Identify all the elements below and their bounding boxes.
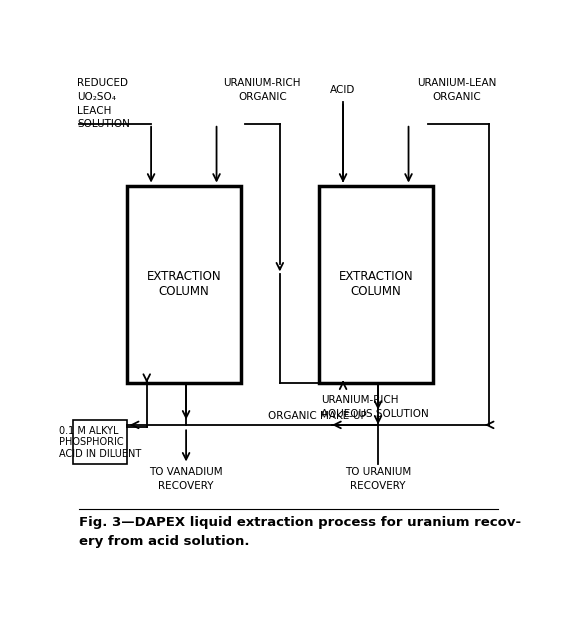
Text: EXTRACTION
COLUMN: EXTRACTION COLUMN xyxy=(338,271,413,298)
Text: RECOVERY: RECOVERY xyxy=(158,481,214,490)
Text: EXTRACTION
COLUMN: EXTRACTION COLUMN xyxy=(146,271,221,298)
Text: UO₂SO₄: UO₂SO₄ xyxy=(77,92,116,102)
Text: ORGANIC: ORGANIC xyxy=(238,92,287,102)
Text: REDUCED: REDUCED xyxy=(77,78,128,88)
Text: TO URANIUM: TO URANIUM xyxy=(345,467,411,477)
Text: URANIUM-LEAN: URANIUM-LEAN xyxy=(417,78,496,88)
Text: SOLUTION: SOLUTION xyxy=(77,119,130,129)
Polygon shape xyxy=(319,185,432,383)
Polygon shape xyxy=(127,185,240,383)
Text: URANIUM-RICH: URANIUM-RICH xyxy=(224,78,301,88)
Text: LEACH: LEACH xyxy=(77,106,111,115)
Text: RECOVERY: RECOVERY xyxy=(350,481,406,490)
Text: ery from acid solution.: ery from acid solution. xyxy=(79,535,249,548)
Text: TO VANADIUM: TO VANADIUM xyxy=(149,467,223,477)
Text: ORGANIC MAKE-UP: ORGANIC MAKE-UP xyxy=(267,411,367,421)
Text: ACID: ACID xyxy=(330,85,356,95)
Text: Fig. 3—DAPEX liquid extraction process for uranium recov-: Fig. 3—DAPEX liquid extraction process f… xyxy=(79,516,521,529)
Text: ORGANIC: ORGANIC xyxy=(432,92,481,102)
Text: 0.1 M ALKYL
PHOSPHORIC
ACID IN DILUENT: 0.1 M ALKYL PHOSPHORIC ACID IN DILUENT xyxy=(59,426,141,459)
Text: URANIUM-RICH: URANIUM-RICH xyxy=(321,395,399,405)
Text: AQUEOUS SOLUTION: AQUEOUS SOLUTION xyxy=(321,409,429,419)
Polygon shape xyxy=(73,420,127,464)
